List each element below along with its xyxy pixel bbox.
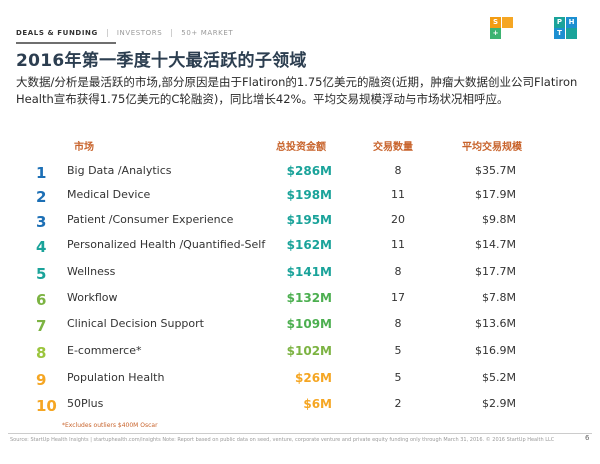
market-name: Population Health	[67, 371, 165, 384]
total-amount: $195M	[286, 213, 332, 227]
rank-number: 9	[36, 371, 47, 389]
avg-deal-size: $13.6M	[475, 317, 516, 330]
header-market: 市场	[74, 142, 94, 153]
logo-cell-t: T	[554, 28, 565, 39]
total-amount: $198M	[286, 188, 332, 202]
rank-number: 3	[36, 213, 47, 231]
header-total-amount: 总投资金额	[276, 142, 326, 153]
market-name: Wellness	[67, 265, 116, 278]
avg-deal-size: $5.2M	[482, 371, 516, 384]
avg-deal-size: $2.9M	[482, 397, 516, 410]
header-deal-count: 交易数量	[373, 142, 413, 153]
logo-cell-s: S	[490, 17, 501, 28]
deal-count: 5	[394, 371, 402, 384]
logo-cell-filler	[502, 17, 513, 28]
nav-item-50plus-market[interactable]: 50+ MARKET	[181, 29, 234, 37]
market-name: 50Plus	[67, 397, 104, 410]
nav-item-investors[interactable]: INVESTORS	[108, 29, 173, 37]
total-amount: $102M	[286, 344, 332, 358]
rank-number: 7	[36, 317, 47, 335]
total-amount: $132M	[286, 291, 332, 305]
market-name: Big Data /Analytics	[67, 164, 172, 177]
total-amount: $26M	[295, 371, 332, 385]
table-row: 8 E-commerce* $102M 5 $16.9M	[0, 344, 600, 368]
source-note: Source: StartUp Health Insights | startu…	[10, 437, 555, 443]
slide-title: 2016年第一季度十大最活跃的子领域	[16, 51, 307, 71]
avg-deal-size: $17.7M	[475, 265, 516, 278]
deal-count: 11	[391, 238, 405, 251]
table-row: 3 Patient /Consumer Experience $195M 20 …	[0, 213, 600, 237]
rank-number: 10	[36, 397, 57, 415]
avg-deal-size: $35.7M	[475, 164, 516, 177]
table-row: 10 50Plus $6M 2 $2.9M	[0, 397, 600, 421]
market-name: Workflow	[67, 291, 118, 304]
deal-count: 2	[394, 397, 402, 410]
logo-cell-p: P	[554, 17, 565, 28]
rank-number: 8	[36, 344, 47, 362]
rank-number: 2	[36, 188, 47, 206]
deal-count: 5	[394, 344, 402, 357]
header-avg-deal-size: 平均交易规模	[462, 142, 522, 153]
logo-cell-filler	[566, 28, 577, 39]
rank-number: 1	[36, 164, 47, 182]
table-row: 5 Wellness $141M 8 $17.7M	[0, 265, 600, 289]
market-name: Patient /Consumer Experience	[67, 213, 234, 226]
deal-count: 8	[394, 265, 402, 278]
total-amount: $109M	[286, 317, 332, 331]
rank-number: 5	[36, 265, 47, 283]
logo-cell-plus: +	[490, 28, 501, 39]
deal-count: 8	[394, 164, 402, 177]
table-row: 1 Big Data /Analytics $286M 8 $35.7M	[0, 164, 600, 188]
page-number: 6	[585, 434, 590, 442]
market-name: Clinical Decision Support	[67, 317, 204, 330]
deal-count: 17	[391, 291, 405, 304]
logo-cell-h: H	[566, 17, 577, 28]
deal-count: 20	[391, 213, 405, 226]
market-name: E-commerce*	[67, 344, 142, 357]
nav-item-deals-funding[interactable]: DEALS & FUNDING	[16, 29, 108, 37]
table-row: 7 Clinical Decision Support $109M 8 $13.…	[0, 317, 600, 341]
startup-health-logo: S H P + T	[488, 16, 578, 40]
table-row: 4 Personalized Health /Quantified-Self $…	[0, 238, 600, 262]
total-amount: $6M	[303, 397, 332, 411]
avg-deal-size: $14.7M	[475, 238, 516, 251]
avg-deal-size: $9.8M	[482, 213, 516, 226]
market-name: Personalized Health /Quantified-Self	[67, 238, 266, 251]
avg-deal-size: $7.8M	[482, 291, 516, 304]
footnote: *Excludes outliers $400M Oscar	[62, 422, 158, 429]
deal-count: 8	[394, 317, 402, 330]
footer-divider	[8, 433, 592, 434]
table-row: 9 Population Health $26M 5 $5.2M	[0, 371, 600, 395]
market-name: Medical Device	[67, 188, 151, 201]
total-amount: $141M	[286, 265, 332, 279]
total-amount: $286M	[286, 164, 332, 178]
rank-number: 6	[36, 291, 47, 309]
top-nav: DEALS & FUNDING INVESTORS 50+ MARKET	[16, 26, 242, 40]
rank-number: 4	[36, 238, 47, 256]
avg-deal-size: $16.9M	[475, 344, 516, 357]
deal-count: 11	[391, 188, 405, 201]
avg-deal-size: $17.9M	[475, 188, 516, 201]
nav-active-underline	[16, 42, 116, 44]
total-amount: $162M	[286, 238, 332, 252]
intro-paragraph: 大数据/分析是最活跃的市场,部分原因是由于Flatiron的1.75亿美元的融资…	[16, 75, 578, 106]
table-row: 6 Workflow $132M 17 $7.8M	[0, 291, 600, 315]
table-row: 2 Medical Device $198M 11 $17.9M	[0, 188, 600, 212]
